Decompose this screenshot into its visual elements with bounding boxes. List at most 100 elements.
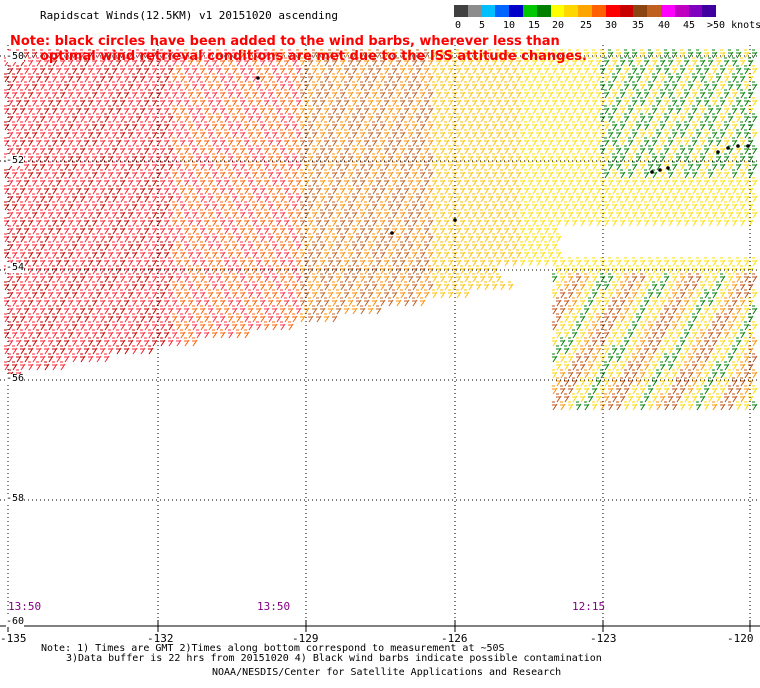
wind-barb <box>624 273 630 283</box>
wind-barb <box>24 225 30 235</box>
wind-barb <box>48 97 54 107</box>
wind-barb <box>196 265 202 275</box>
wind-barb <box>752 401 758 411</box>
wind-barb <box>624 177 630 187</box>
wind-barb <box>144 337 150 347</box>
wind-barb <box>484 105 490 115</box>
wind-barb <box>292 249 298 259</box>
wind-barb <box>424 97 430 107</box>
wind-barb <box>568 273 574 283</box>
wind-barb <box>196 57 202 67</box>
wind-barb <box>740 297 746 307</box>
wind-barb <box>616 113 622 123</box>
wind-barb <box>300 249 306 259</box>
wind-barb <box>640 161 646 171</box>
wind-barb <box>704 337 710 347</box>
wind-barb <box>84 137 90 147</box>
wind-barb <box>28 169 34 179</box>
wind-barb <box>200 305 206 315</box>
wind-barb <box>656 209 662 219</box>
wind-barb <box>352 161 358 171</box>
wind-barb <box>296 273 302 283</box>
wind-barb <box>172 153 178 163</box>
wind-barb <box>660 345 666 355</box>
wind-barb <box>580 281 586 291</box>
wind-barb <box>164 217 170 227</box>
wind-barb <box>252 57 258 67</box>
wind-barb <box>60 201 66 211</box>
wind-barb <box>580 169 586 179</box>
wind-barb <box>688 145 694 155</box>
wind-barb <box>276 281 282 291</box>
wind-barb <box>324 297 330 307</box>
wind-barb <box>684 361 690 371</box>
wind-barb <box>172 137 178 147</box>
wind-barb <box>192 193 198 203</box>
wind-barb <box>288 113 294 123</box>
wind-barb <box>132 345 138 355</box>
wind-barb <box>408 257 414 267</box>
wind-barb <box>64 113 70 123</box>
wind-barb <box>412 217 418 227</box>
wind-barb <box>308 73 314 83</box>
wind-barb <box>180 329 186 339</box>
wind-barb <box>436 153 442 163</box>
wind-barb <box>44 137 50 147</box>
wind-barb <box>564 153 570 163</box>
wind-barb <box>548 73 554 83</box>
wind-barb <box>152 337 158 347</box>
wind-barb <box>640 401 646 411</box>
wind-barb <box>332 57 338 67</box>
wind-barb <box>16 321 22 331</box>
wind-barb <box>688 113 694 123</box>
wind-barb <box>624 81 630 91</box>
wind-barb <box>704 353 710 363</box>
wind-barb <box>720 65 726 75</box>
wind-barb <box>320 65 326 75</box>
wind-barb <box>752 385 758 395</box>
wind-barb <box>8 225 14 235</box>
wind-barb <box>692 137 698 147</box>
wind-barb <box>132 73 138 83</box>
contamination-marker <box>736 144 740 148</box>
wind-barb <box>660 329 666 339</box>
wind-barb <box>240 225 246 235</box>
wind-barb <box>564 121 570 131</box>
wind-barb <box>64 257 70 267</box>
wind-barb <box>324 185 330 195</box>
wind-barb <box>216 193 222 203</box>
wind-barb <box>404 153 410 163</box>
wind-barb <box>8 177 14 187</box>
wind-barb <box>716 137 722 147</box>
wind-barb <box>204 249 210 259</box>
wind-barb <box>276 121 282 131</box>
wind-barb <box>692 73 698 83</box>
wind-barb <box>716 265 722 275</box>
wind-barb <box>652 185 658 195</box>
wind-barb <box>188 121 194 131</box>
wind-barb <box>124 57 130 67</box>
wind-barb <box>728 273 734 283</box>
wind-barb <box>552 161 558 171</box>
legend-swatch <box>454 5 468 17</box>
wind-barb <box>184 81 190 91</box>
wind-barb <box>28 233 34 243</box>
wind-barb <box>484 185 490 195</box>
wind-barb <box>672 353 678 363</box>
wind-barb <box>556 377 562 387</box>
wind-barb <box>752 113 758 123</box>
wind-barb <box>212 57 218 67</box>
wind-barb <box>400 289 406 299</box>
wind-barb <box>256 81 262 91</box>
wind-barb <box>560 305 566 315</box>
wind-barb <box>484 73 490 83</box>
wind-barb <box>500 137 506 147</box>
wind-barb <box>720 305 726 315</box>
wind-barb <box>432 81 438 91</box>
wind-barb <box>416 225 422 235</box>
wind-barb <box>664 145 670 155</box>
wind-barb <box>184 97 190 107</box>
wind-barb <box>188 265 194 275</box>
wind-barb <box>272 161 278 171</box>
wind-barb <box>360 289 366 299</box>
